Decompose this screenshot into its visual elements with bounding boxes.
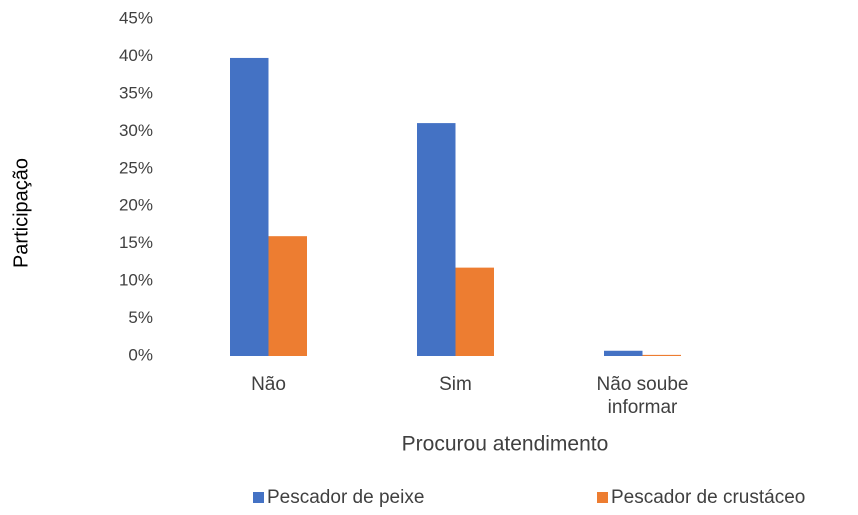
legend-swatch [253,492,264,503]
bar [604,350,643,356]
legend-label: Pescador de peixe [267,487,424,508]
x-tick-label: Não soube informar [596,374,689,418]
bar [268,236,307,356]
y-tick-label: 30% [119,121,153,140]
y-tick-label: 35% [119,83,153,102]
y-tick-label: 5% [128,308,153,327]
x-tick-label: Não [251,374,286,395]
y-axis-title: Participação [10,158,32,268]
bar [417,123,456,357]
y-tick-label: 0% [128,345,153,364]
y-tick-label: 40% [119,46,153,65]
bar [642,354,681,356]
y-tick-label: 45% [119,8,153,27]
y-tick-label: 10% [119,271,153,290]
legend-swatch [597,492,608,503]
y-tick-label: 25% [119,158,153,177]
legend-label: Pescador de crustáceo [611,487,805,508]
bar [230,57,269,356]
bar [455,267,494,356]
x-axis-title: Procurou atendimento [402,433,609,456]
y-tick-label: 15% [119,233,153,252]
x-tick-label: Sim [439,374,472,395]
y-tick-label: 20% [119,196,153,215]
